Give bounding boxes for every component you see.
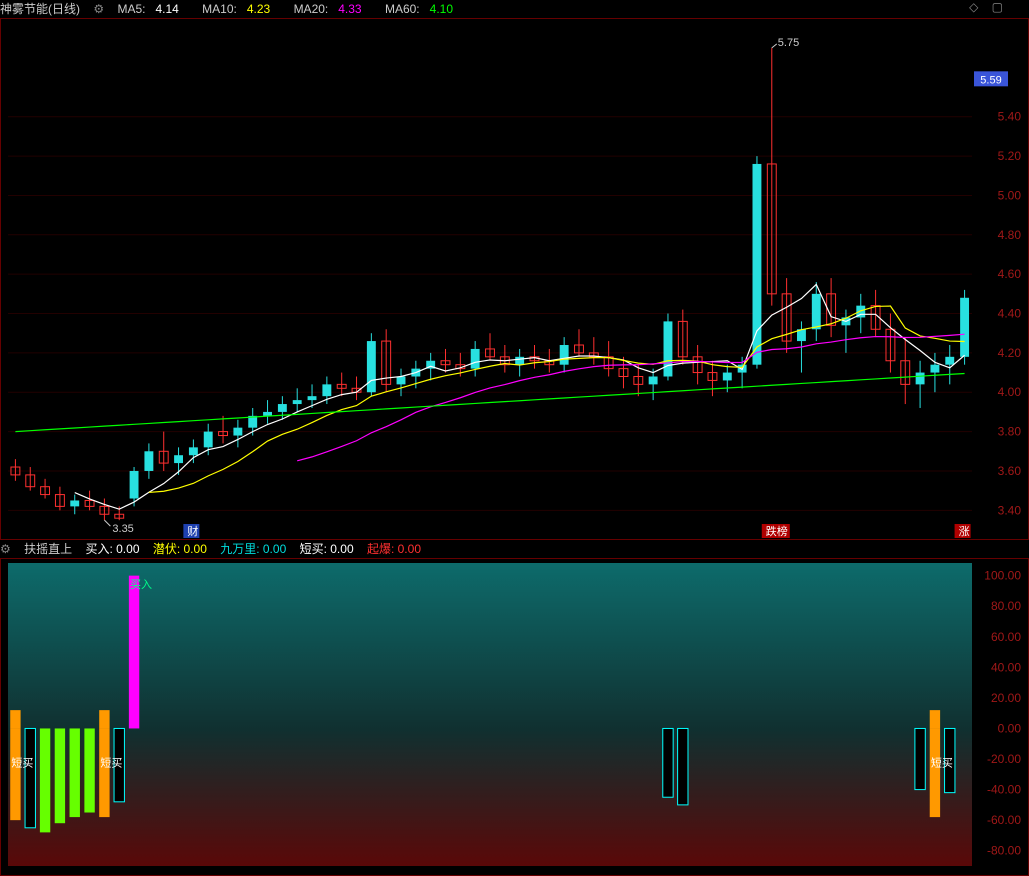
gear-icon[interactable]: ⚙ bbox=[0, 542, 11, 556]
indicator-title: 扶摇直上 bbox=[24, 542, 72, 556]
svg-text:0.00: 0.00 bbox=[998, 721, 1022, 735]
svg-text:5.40: 5.40 bbox=[998, 110, 1022, 124]
indicator-value: 九万里: 0.00 bbox=[220, 542, 286, 556]
svg-text:3.80: 3.80 bbox=[998, 425, 1022, 439]
indicator-value: 潜伏: 0.00 bbox=[153, 542, 207, 556]
ma60: MA60:4.10 bbox=[385, 2, 463, 16]
svg-text:财: 财 bbox=[187, 524, 198, 538]
indicator-value: 买入: 0.00 bbox=[85, 542, 139, 556]
gear-icon[interactable]: ⚙ bbox=[93, 2, 104, 16]
svg-text:3.35: 3.35 bbox=[112, 523, 133, 535]
svg-text:4.80: 4.80 bbox=[998, 228, 1022, 242]
indicator-value: 短买: 0.00 bbox=[300, 542, 354, 556]
svg-text:5.75: 5.75 bbox=[778, 37, 799, 49]
header-icon-2[interactable]: ▢ bbox=[992, 0, 1003, 14]
header-icon-1[interactable]: ◇ bbox=[969, 0, 978, 14]
svg-text:100.00: 100.00 bbox=[984, 569, 1021, 583]
svg-text:60.00: 60.00 bbox=[991, 630, 1021, 644]
svg-text:4.20: 4.20 bbox=[998, 346, 1022, 360]
svg-text:4.40: 4.40 bbox=[998, 307, 1022, 321]
indicator-value: 起爆: 0.00 bbox=[367, 542, 421, 556]
svg-text:短买: 短买 bbox=[931, 756, 953, 770]
svg-text:5.20: 5.20 bbox=[998, 149, 1022, 163]
indicator-header: ⚙ 扶摇直上 买入: 0.00 潜伏: 0.00 九万里: 0.00 短买: 0… bbox=[0, 540, 1029, 558]
ma5: MA5:4.14 bbox=[117, 2, 188, 16]
stock-title: 神雾节能(日线) bbox=[0, 2, 80, 16]
chart-header: 神雾节能(日线) ⚙ MA5:4.14 MA10:4.23 MA20:4.33 … bbox=[0, 0, 1029, 18]
svg-text:-40.00: -40.00 bbox=[987, 783, 1021, 797]
svg-text:短买: 短买 bbox=[100, 756, 122, 770]
svg-text:跌榜: 跌榜 bbox=[766, 524, 788, 538]
svg-text:3.40: 3.40 bbox=[998, 503, 1022, 517]
svg-text:40.00: 40.00 bbox=[991, 660, 1021, 674]
svg-text:买入: 买入 bbox=[130, 578, 152, 591]
price-chart[interactable]: 3.40 3.60 3.80 4.00 4.20 4.40 4.60 4.80 5.00 5.20… bbox=[0, 18, 1029, 540]
svg-text:20.00: 20.00 bbox=[991, 691, 1021, 705]
svg-text:5.59: 5.59 bbox=[980, 74, 1001, 86]
indicator-chart[interactable]: -80.00 -60.00 -40.00 -20.00 0.00 20.00 40.00 60… bbox=[0, 558, 1029, 876]
svg-text:3.60: 3.60 bbox=[998, 464, 1022, 478]
svg-text:-80.00: -80.00 bbox=[987, 844, 1021, 858]
svg-text:涨: 涨 bbox=[959, 525, 970, 538]
svg-text:短买: 短买 bbox=[11, 756, 33, 770]
svg-text:4.00: 4.00 bbox=[998, 385, 1022, 399]
ma20: MA20:4.33 bbox=[294, 2, 372, 16]
svg-text:5.00: 5.00 bbox=[998, 188, 1022, 202]
ma10: MA10:4.23 bbox=[202, 2, 280, 16]
svg-text:4.60: 4.60 bbox=[998, 267, 1022, 281]
svg-text:-20.00: -20.00 bbox=[987, 752, 1021, 766]
svg-text:-60.00: -60.00 bbox=[987, 813, 1021, 827]
svg-text:80.00: 80.00 bbox=[991, 599, 1021, 613]
